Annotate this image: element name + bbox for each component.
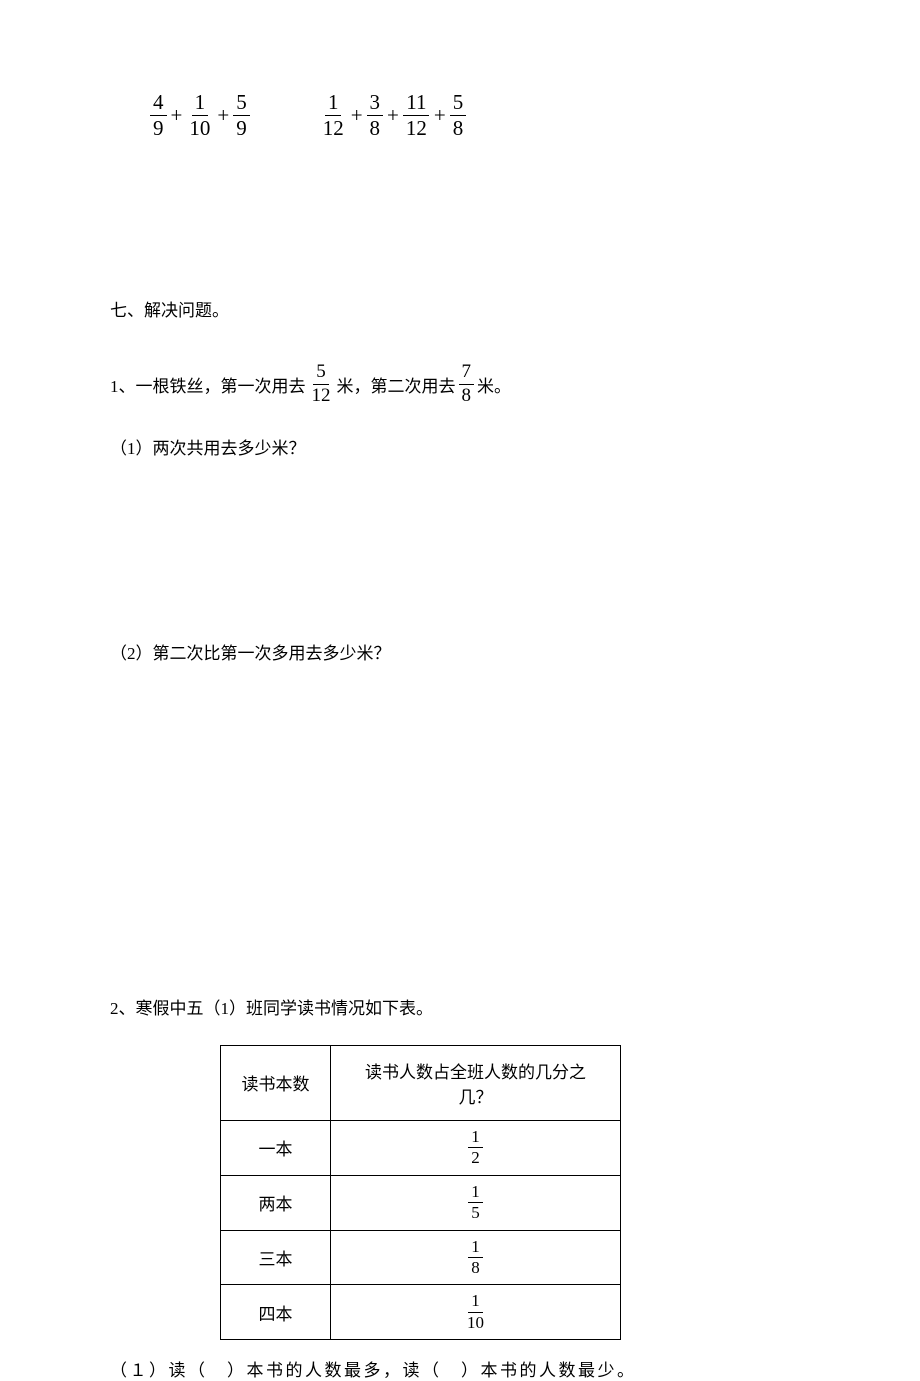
table-header-fraction: 读书人数占全班人数的几分之几？ [331,1045,621,1120]
question-1-sub-1: （1）两次共用去多少米？ [110,434,810,459]
q1-suffix: 米。 [477,372,511,397]
reading-table: 读书本数 读书人数占全班人数的几分之几？ 一本 12 两本 15 三本 18 四… [220,1045,621,1340]
fraction: 1112 [403,90,430,141]
question-2-sub-1: （１）读（ ）本书的人数最多，读（ ）本书的人数最少。 [110,1356,810,1381]
numerator: 11 [403,90,429,116]
table-cell-label: 三本 [221,1230,331,1285]
plus-sign: + [167,105,187,126]
table-cell-fraction: 110 [331,1285,621,1340]
denominator: 12 [320,116,347,141]
plus-sign: + [347,105,367,126]
numerator: 5 [313,361,329,385]
denominator: 10 [464,1313,487,1333]
fraction: 110 [186,90,213,141]
fraction: 110 [464,1291,487,1333]
numerator: 4 [150,90,167,116]
denominator: 5 [468,1203,483,1223]
equation-2: 112 + 38 + 1112 + 58 [320,90,467,141]
section-7-title: 七、解决问题。 [110,296,810,321]
denominator: 8 [450,116,467,141]
table-header-books: 读书本数 [221,1045,331,1120]
denominator: 2 [468,1148,483,1168]
numerator: 1 [468,1237,483,1258]
table-cell-label: 四本 [221,1285,331,1340]
plus-sign: + [213,105,233,126]
q1-mid: 米，第二次用去 [337,372,456,397]
question-1-sub-2: （2）第二次比第一次多用去多少米？ [110,639,810,664]
table-cell-fraction: 12 [331,1120,621,1175]
table-cell-label: 两本 [221,1175,331,1230]
plus-sign: + [383,105,403,126]
table-cell-fraction: 18 [331,1230,621,1285]
numerator: 1 [192,90,209,116]
table-cell-fraction: 15 [331,1175,621,1230]
denominator: 9 [233,116,250,141]
plus-sign: + [430,105,450,126]
question-1-text: 1、一根铁丝，第一次用去 512 米，第二次用去 78 米。 [110,361,810,408]
fraction: 58 [450,90,467,141]
numerator: 1 [468,1127,483,1148]
equation-1: 49 + 110 + 59 [150,90,250,141]
table-row: 四本 110 [221,1285,621,1340]
numerator: 5 [450,90,467,116]
denominator: 8 [367,116,384,141]
denominator: 9 [150,116,167,141]
table-cell-label: 一本 [221,1120,331,1175]
denominator: 8 [468,1258,483,1278]
equations-row: 49 + 110 + 59 112 + 38 + 1112 + 58 [150,90,810,141]
numerator: 7 [459,361,475,385]
denominator: 12 [403,116,430,141]
table-header-row: 读书本数 读书人数占全班人数的几分之几？ [221,1045,621,1120]
table-row: 一本 12 [221,1120,621,1175]
table-row: 两本 15 [221,1175,621,1230]
fraction: 38 [367,90,384,141]
table-row: 三本 18 [221,1230,621,1285]
numerator: 1 [325,90,342,116]
fraction: 12 [468,1127,483,1169]
denominator: 12 [309,385,334,408]
question-2-title: 2、寒假中五（1）班同学读书情况如下表。 [110,994,810,1019]
numerator: 1 [468,1182,483,1203]
denominator: 10 [186,116,213,141]
numerator: 1 [468,1291,483,1312]
denominator: 8 [459,385,475,408]
fraction: 78 [459,361,475,408]
numerator: 5 [233,90,250,116]
fraction: 18 [468,1237,483,1279]
q1-prefix: 1、一根铁丝，第一次用去 [110,372,306,397]
numerator: 3 [367,90,384,116]
fraction: 49 [150,90,167,141]
fraction: 15 [468,1182,483,1224]
fraction: 512 [309,361,334,408]
fraction: 59 [233,90,250,141]
fraction: 112 [320,90,347,141]
